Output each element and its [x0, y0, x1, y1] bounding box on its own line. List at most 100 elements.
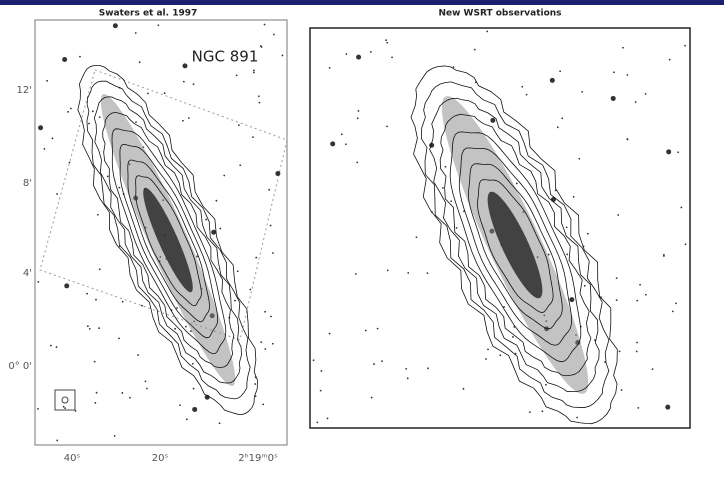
contour	[429, 97, 600, 392]
star	[671, 310, 674, 313]
star	[43, 148, 46, 150]
contour	[449, 131, 582, 363]
star	[576, 416, 579, 419]
star	[144, 380, 147, 383]
star	[316, 421, 319, 424]
star	[559, 70, 562, 73]
star	[666, 149, 672, 155]
star	[179, 404, 181, 407]
star	[95, 298, 97, 301]
contour	[119, 144, 219, 339]
star	[473, 48, 476, 51]
star	[254, 395, 257, 398]
star	[644, 92, 647, 95]
star	[490, 117, 496, 123]
left-panel: NGC 891 12' 8' 4' 0° 0' 40ˢ 20ˢ 2ʰ19ᵐ0ˢ	[8, 19, 288, 464]
star	[319, 389, 322, 392]
star	[192, 387, 195, 390]
field-outline	[39, 69, 288, 341]
star	[386, 125, 388, 128]
star	[174, 327, 177, 330]
star	[187, 117, 190, 119]
star	[354, 273, 357, 275]
star	[269, 224, 272, 227]
contour	[93, 96, 242, 384]
panel-title: New WSRT observations	[438, 9, 561, 19]
star	[91, 110, 94, 113]
beam-box	[54, 389, 76, 411]
star	[528, 411, 531, 413]
star	[185, 418, 188, 421]
star	[376, 327, 379, 330]
star	[37, 280, 40, 283]
star	[191, 362, 194, 365]
galaxy-core	[143, 187, 193, 293]
star	[268, 188, 271, 191]
star	[370, 396, 373, 399]
star	[49, 344, 52, 347]
star	[62, 405, 65, 408]
y-tick-label: 4'	[23, 268, 32, 279]
star	[499, 354, 502, 357]
star	[405, 367, 408, 370]
y-tick-label: 8'	[23, 178, 32, 189]
contour	[421, 81, 610, 408]
star	[189, 330, 192, 333]
star	[639, 283, 642, 286]
star	[118, 186, 121, 189]
x-tick-label: 40ˢ	[64, 453, 81, 464]
star	[134, 32, 137, 34]
star	[118, 337, 120, 340]
star	[69, 107, 72, 110]
star	[270, 315, 272, 318]
star	[163, 92, 166, 95]
contour	[86, 80, 251, 400]
star	[254, 383, 257, 385]
star	[184, 325, 187, 328]
star	[74, 409, 77, 412]
star	[219, 227, 222, 230]
star	[176, 307, 178, 309]
star	[578, 157, 581, 160]
star	[344, 143, 347, 146]
x-tick-label: 2ʰ19ᵐ0ˢ	[238, 453, 278, 464]
star	[211, 229, 217, 235]
star	[487, 348, 489, 351]
star	[64, 283, 70, 289]
star	[62, 56, 68, 62]
star	[121, 392, 124, 394]
star	[141, 304, 143, 307]
star	[512, 336, 514, 338]
star	[259, 45, 262, 47]
star	[79, 55, 81, 58]
star	[381, 360, 383, 363]
star	[135, 121, 137, 124]
star	[357, 110, 360, 112]
galaxy-core	[487, 191, 543, 299]
star	[94, 402, 97, 404]
star	[192, 83, 195, 86]
star	[235, 74, 238, 77]
star	[121, 300, 124, 303]
star	[263, 23, 266, 26]
star	[684, 44, 686, 47]
star	[260, 341, 263, 344]
star	[677, 151, 680, 154]
panel-title: Swaters et al. 1997	[99, 9, 198, 19]
beam	[61, 396, 69, 404]
star	[549, 77, 555, 83]
y-tick-label: 0° 0'	[8, 361, 32, 372]
star	[626, 138, 629, 141]
star	[373, 363, 375, 365]
star	[356, 54, 362, 60]
star	[234, 299, 236, 302]
star	[88, 122, 90, 125]
star	[634, 101, 637, 103]
star	[182, 80, 185, 83]
star	[252, 69, 255, 72]
star	[157, 24, 160, 27]
star	[635, 350, 638, 353]
star	[386, 269, 389, 272]
star	[64, 407, 67, 410]
